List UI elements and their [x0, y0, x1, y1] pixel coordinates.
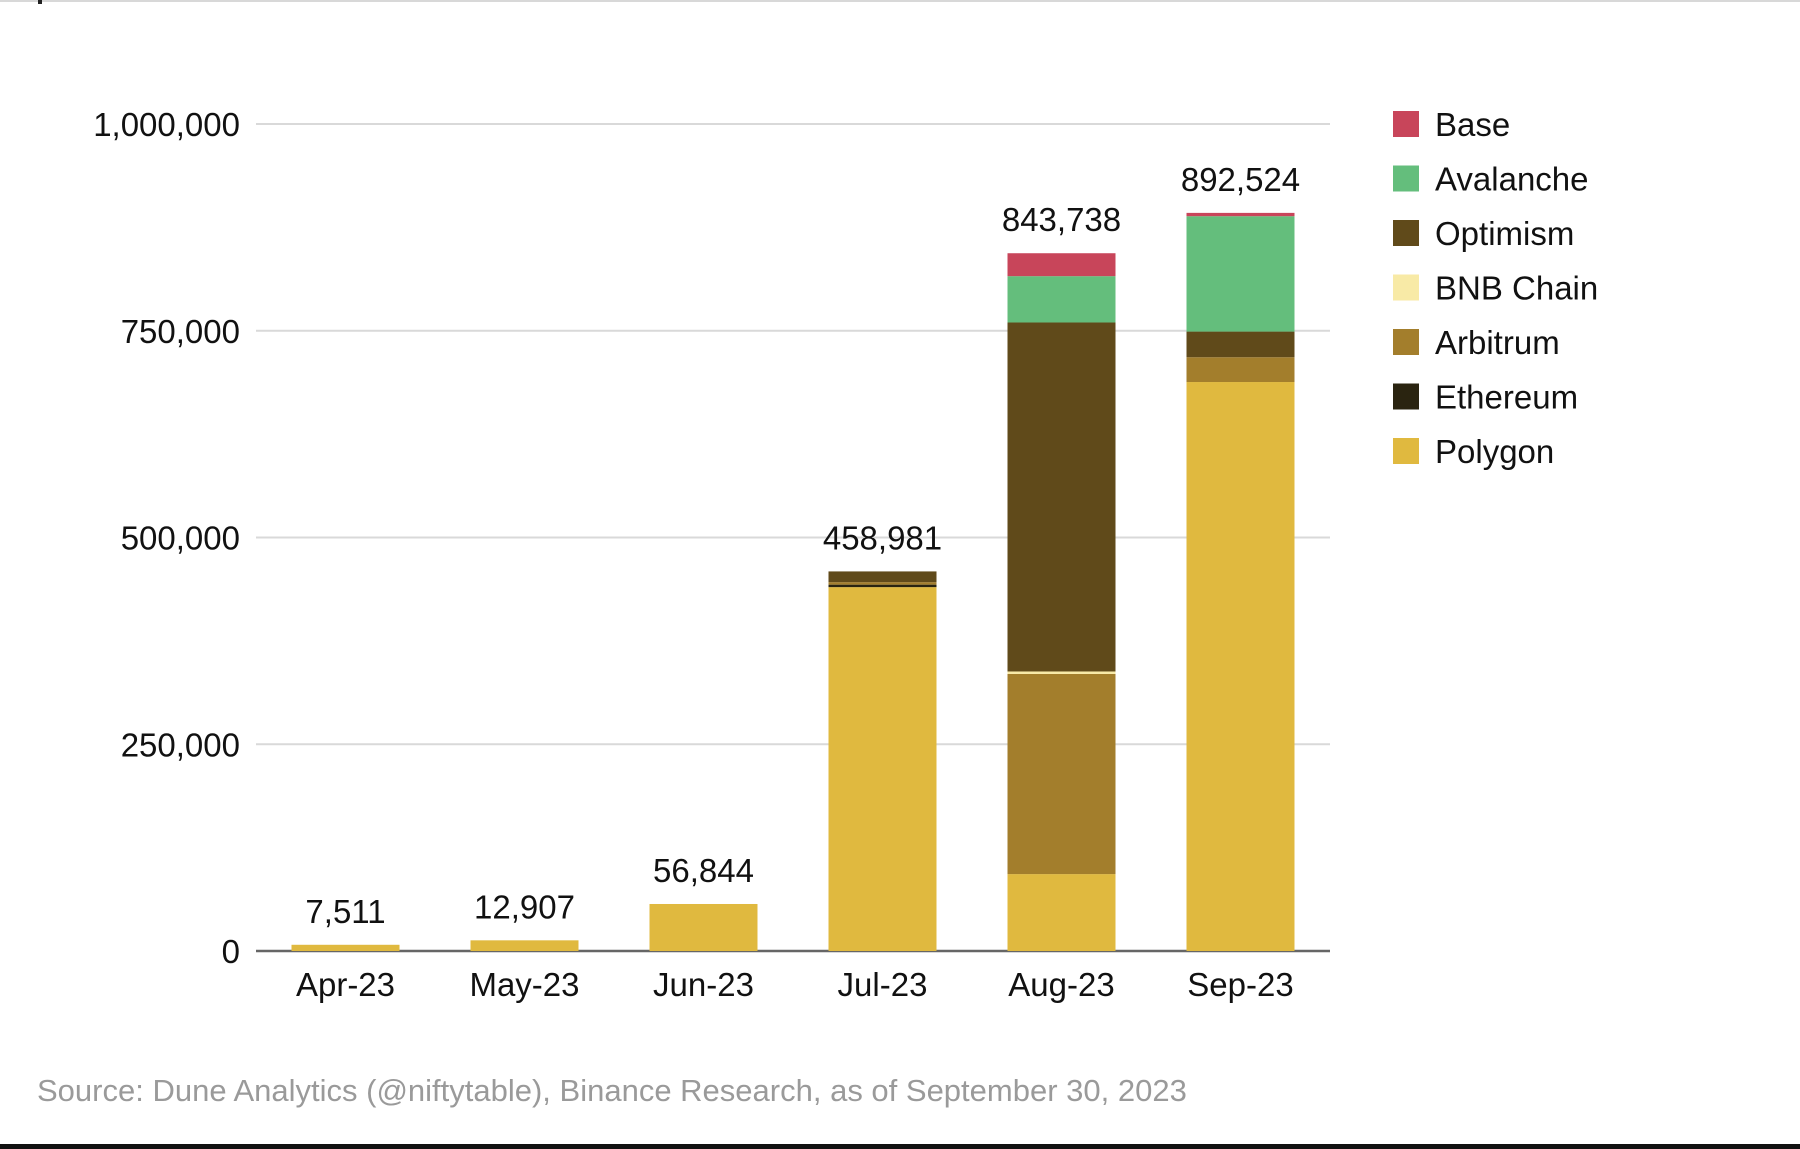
legend-swatch — [1393, 165, 1419, 192]
legend-label: Avalanche — [1435, 161, 1589, 198]
bar-segment-polygon — [649, 903, 758, 951]
bar-total-label: 458,981 — [823, 519, 942, 556]
bars — [291, 212, 1295, 951]
y-tick-label: 250,000 — [121, 726, 240, 763]
source-note: Source: Dune Analytics (@niftytable), Bi… — [37, 1073, 1187, 1108]
x-tick-label: Aug-23 — [1008, 966, 1114, 1003]
bar-total-label: 7,511 — [305, 893, 385, 930]
bar-segment-optimism — [1186, 331, 1295, 358]
bar-segment-avalanche — [1186, 216, 1295, 332]
x-axis-labels: Apr-23 May-23 Jun-23 Jul-23 Aug-23 Sep-23 — [296, 966, 1294, 1003]
legend-swatch — [1393, 383, 1419, 410]
legend-item-ethereum: Ethereum — [1393, 379, 1578, 416]
legend-item-optimism: Optimism — [1393, 215, 1574, 252]
bar-segment-polygon — [828, 587, 937, 951]
y-axis-labels: 0 250,000 500,000 750,000 1,000,000 — [93, 106, 240, 970]
bar-segment-avalanche — [1007, 276, 1116, 323]
gridlines — [256, 123, 1330, 953]
legend-swatch — [1393, 111, 1419, 137]
bar-total-label: 12,907 — [474, 888, 575, 925]
legend-item-bnb-chain: BNB Chain — [1393, 270, 1598, 307]
bar-segment-polygon — [291, 944, 400, 951]
top-frame-line — [0, 0, 1800, 2]
legend: Base Avalanche Optimism BNB Chain Arbitrum Et… — [1393, 106, 1598, 470]
bottom-frame-line — [0, 1144, 1800, 1149]
x-tick-label: Apr-23 — [296, 966, 395, 1003]
bar-segment-arbitrum — [1186, 357, 1295, 383]
legend-item-arbitrum: Arbitrum — [1393, 324, 1560, 361]
legend-swatch — [1393, 220, 1419, 246]
x-tick-label: May-23 — [469, 966, 579, 1003]
bar-segment-ethereum — [828, 584, 937, 588]
legend-swatch — [1393, 329, 1419, 355]
bar-segment-optimism — [1007, 322, 1116, 672]
bar-segment-arbitrum — [828, 582, 937, 585]
bar-segment-arbitrum — [1007, 673, 1116, 875]
bar-segment-base — [1007, 253, 1116, 277]
legend-label: Arbitrum — [1435, 324, 1560, 361]
x-tick-label: Jun-23 — [653, 966, 754, 1003]
legend-label: Base — [1435, 106, 1510, 143]
stacked-bar-chart: 0 250,000 500,000 750,000 1,000,000 7,511 12,… — [93, 106, 1598, 1003]
legend-item-base: Base — [1393, 106, 1510, 143]
y-tick-label: 1,000,000 — [93, 106, 240, 143]
bar-total-label: 56,844 — [653, 852, 754, 889]
legend-item-avalanche: Avalanche — [1393, 161, 1589, 198]
legend-label: Ethereum — [1435, 379, 1578, 416]
bar-segment-polygon — [1007, 874, 1116, 951]
bar-total-label: 892,524 — [1181, 161, 1300, 198]
x-tick-label: Sep-23 — [1187, 966, 1293, 1003]
legend-label: Optimism — [1435, 215, 1574, 252]
legend-item-polygon: Polygon — [1393, 433, 1554, 470]
bar-segment-bnb-chain — [1007, 671, 1116, 674]
legend-swatch — [1393, 438, 1419, 464]
bar-segment-polygon — [470, 940, 579, 951]
legend-label: Polygon — [1435, 433, 1554, 470]
y-tick-label: 500,000 — [121, 520, 240, 557]
top-corner-mark — [38, 0, 42, 4]
y-tick-label: 750,000 — [121, 313, 240, 350]
x-tick-label: Jul-23 — [838, 966, 928, 1003]
y-tick-label: 0 — [222, 933, 240, 970]
bar-segment-base — [1186, 212, 1295, 217]
bar-segment-optimism — [828, 571, 937, 583]
bar-segment-polygon — [1186, 382, 1295, 951]
total-labels: 7,511 12,907 56,844 458,981 843,738 892,524 — [305, 161, 1300, 930]
legend-swatch — [1393, 274, 1419, 301]
legend-label: BNB Chain — [1435, 270, 1598, 307]
bar-total-label: 843,738 — [1002, 201, 1121, 238]
